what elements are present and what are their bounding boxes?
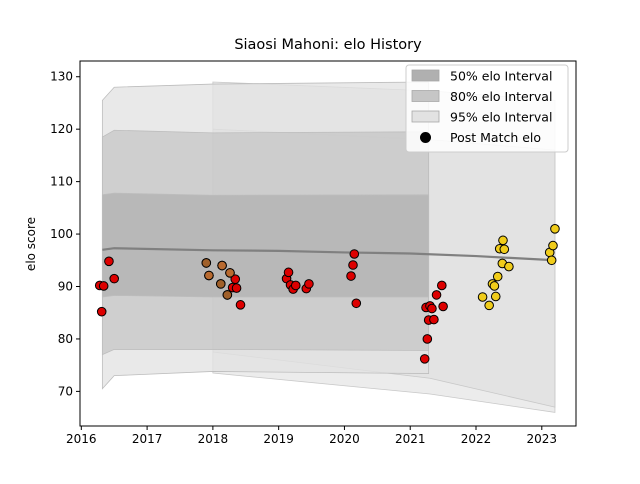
- point-0-31: [427, 303, 437, 314]
- legend-label-0: 50% elo Interval: [450, 69, 552, 84]
- x-tick-label-2023: 2023: [527, 432, 558, 446]
- transition-point-2: [215, 279, 226, 289]
- point-1-3: [489, 281, 500, 291]
- x-tick-label-2018: 2018: [198, 432, 229, 446]
- mean-elo-line: [102, 247, 556, 262]
- point-1-10: [504, 261, 514, 272]
- point-0-3: [104, 256, 114, 267]
- point-0-33: [431, 290, 442, 300]
- y-tick-label-130: 130: [50, 70, 73, 84]
- axes-frame: [79, 60, 577, 427]
- transition-point-5: [225, 268, 235, 278]
- y-tick-label-80: 80: [58, 332, 73, 346]
- chart-title: Siaosi Mahoni: elo History: [234, 37, 422, 53]
- x-tick-label-2020: 2020: [329, 432, 360, 446]
- legend-label-1: 80% elo Interval: [450, 89, 552, 104]
- point-1-8: [498, 235, 508, 246]
- legend-label-3: Post Match elo: [450, 130, 541, 145]
- point-1-1: [484, 300, 494, 311]
- point-1-9: [499, 244, 510, 255]
- x-tick-label-2019: 2019: [263, 432, 294, 446]
- y-tick-label-120: 120: [50, 122, 73, 136]
- y-tick-label-110: 110: [50, 175, 73, 189]
- transition-point-4: [222, 290, 233, 300]
- legend-swatch-0: [411, 69, 440, 82]
- point-1-12: [546, 255, 557, 266]
- point-0-34: [437, 280, 447, 291]
- point-0-32: [429, 314, 439, 325]
- point-0-4: [109, 273, 120, 284]
- x-tick-label-2017: 2017: [132, 432, 163, 446]
- legend-label-2: 95% elo Interval: [450, 110, 552, 125]
- x-tick-label-2016: 2016: [66, 432, 97, 446]
- point-0-22: [346, 271, 356, 281]
- transition-point-0: [201, 258, 212, 268]
- plot-area: [94, 81, 560, 413]
- transition-point-1: [204, 270, 214, 281]
- x-tick-label-2022: 2022: [461, 432, 492, 446]
- y-tick-label-90: 90: [58, 280, 73, 294]
- point-1-4: [490, 291, 501, 302]
- legend-box: [405, 64, 569, 153]
- legend: 50% elo Interval 80% elo Interval 95% elo …: [405, 64, 569, 153]
- legend-swatch-1: [411, 90, 440, 102]
- point-0-16: [283, 267, 294, 278]
- y-axis-label: elo score: [24, 217, 38, 271]
- transition-point-3: [217, 260, 227, 271]
- point-0-19: [290, 280, 301, 291]
- point-0-21: [304, 279, 314, 289]
- point-0-2: [98, 281, 109, 291]
- point-0-26: [419, 354, 430, 364]
- y-tick-label-100: 100: [50, 227, 73, 241]
- point-0-13: [231, 283, 242, 293]
- band-50: [101, 192, 430, 298]
- x-tick-label-2021: 2021: [395, 432, 426, 446]
- point-0-23: [348, 260, 358, 270]
- axes: 2016 2017 2018 2019 2020 2021 2022 2023 70 80 90 10…: [50, 60, 577, 446]
- point-0-35: [438, 301, 448, 312]
- point-0-25: [351, 298, 362, 309]
- point-1-5: [492, 271, 503, 282]
- point-0-28: [422, 334, 433, 344]
- point-0-24: [349, 249, 360, 259]
- legend-swatch-2: [411, 110, 440, 123]
- point-1-0: [477, 292, 488, 302]
- point-0-1: [96, 306, 107, 317]
- legend-marker-3: [420, 132, 431, 143]
- y-tick-label-70: 70: [58, 384, 73, 398]
- point-1-13: [548, 240, 558, 251]
- point-1-14: [550, 224, 560, 234]
- point-0-14: [235, 300, 246, 310]
